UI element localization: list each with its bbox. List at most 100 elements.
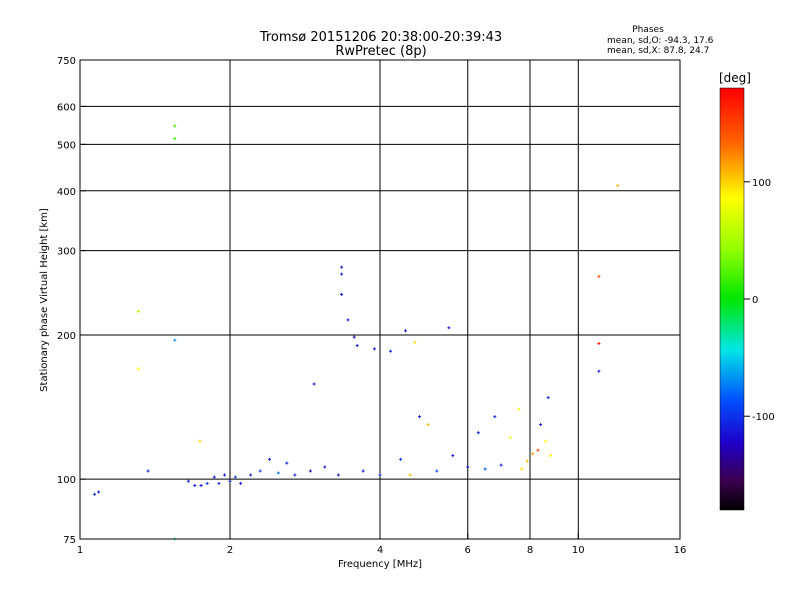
data-point [173,124,177,128]
data-point [531,452,535,456]
colorbar [719,87,745,511]
y-tick-label: 200 [57,331,76,342]
data-point [597,369,601,373]
data-point [293,473,297,477]
data-point [268,457,271,461]
colorbar-label: [deg] [719,71,751,85]
data-point [616,184,620,188]
x-tick-label: 4 [377,545,383,556]
data-point [276,471,280,475]
x-tick-label: 2 [227,545,233,556]
data-point [399,457,403,461]
data-point [508,436,512,440]
data-point [136,367,140,371]
data-point [536,448,540,452]
data-point [435,469,439,473]
y-tick-label: 100 [57,475,76,486]
data-point [493,415,497,419]
data-point [520,467,524,471]
data-point [285,461,289,465]
data-point [198,439,202,443]
data-point [193,484,197,487]
data-point [340,272,344,276]
data-point [199,484,203,487]
data-point [308,469,312,473]
data-point [546,396,550,400]
data-points [93,124,620,541]
y-tick-label: 500 [57,140,76,151]
x-tick-label: 10 [572,545,585,556]
data-point [146,469,150,473]
data-point [312,382,316,386]
data-point [389,349,393,353]
data-point [228,479,232,483]
data-point [418,415,421,419]
y-tick-label: 600 [57,102,76,113]
colorbar-tick-label: 100 [752,178,771,189]
data-point [93,492,97,496]
data-point [340,265,344,269]
data-point [217,481,221,485]
y-tick-label: 75 [63,535,76,546]
data-point [223,473,226,477]
data-point [205,481,209,485]
data-point [97,490,101,494]
y-tick-label: 300 [57,247,76,258]
data-point [336,473,340,477]
data-point [346,318,350,322]
data-point [136,309,140,313]
data-point [544,439,548,443]
grid-lines [80,60,680,539]
data-point [249,473,253,477]
data-point [517,407,521,411]
data-point [355,344,359,348]
y-tick-label: 400 [57,187,76,198]
x-tick-label: 16 [674,545,687,556]
data-point [549,454,553,458]
phases-o-stats: mean, sd,O: -94.3, 17.6 [607,36,714,46]
x-tick-label: 6 [465,545,471,556]
data-point [466,465,470,469]
data-point [539,423,543,427]
data-point [447,326,451,330]
data-point [408,473,412,477]
colorbar-tick-label: -100 [752,412,775,423]
data-point [233,475,237,479]
x-tick-label: 8 [527,545,533,556]
data-point [186,479,190,483]
data-point [426,423,430,427]
data-point [404,329,407,333]
data-point [378,473,382,477]
data-point [173,137,177,141]
data-point [373,347,376,351]
data-point [525,459,529,463]
x-tick-label: 1 [77,545,83,556]
data-point [173,338,177,342]
x-ticks: 1 2 4 6 8 10 16 [77,533,687,556]
chart-title: Tromsø 20151206 20:38:00-20:39:43 [259,30,502,45]
y-tick-label: 750 [57,56,76,67]
data-point [340,292,344,296]
data-point [413,340,417,344]
data-point [483,467,487,471]
colorbar-tick-label: 0 [752,295,758,306]
data-point [597,274,601,278]
data-point [239,481,243,485]
data-point [361,469,365,473]
x-axis-label: Frequency [MHz] [338,559,422,570]
y-ticks: 75 100 200 300 400 500 600 750 [57,56,86,546]
data-point [258,469,262,473]
phases-heading: Phases [632,25,664,35]
y-axis-label: Stationary phase Virtual Height [km] [39,208,50,392]
data-point [323,465,327,469]
data-point [499,463,503,467]
data-point [476,431,480,435]
data-point [212,475,216,479]
chart-subtitle: RwPretec (8p) [335,44,426,59]
data-point [451,454,455,458]
data-point [352,335,356,339]
phases-x-stats: mean, sd,X: 87.8, 24.7 [607,46,709,56]
colorbar-ticks: 100 0 -100 [744,178,775,423]
data-point [597,342,601,345]
